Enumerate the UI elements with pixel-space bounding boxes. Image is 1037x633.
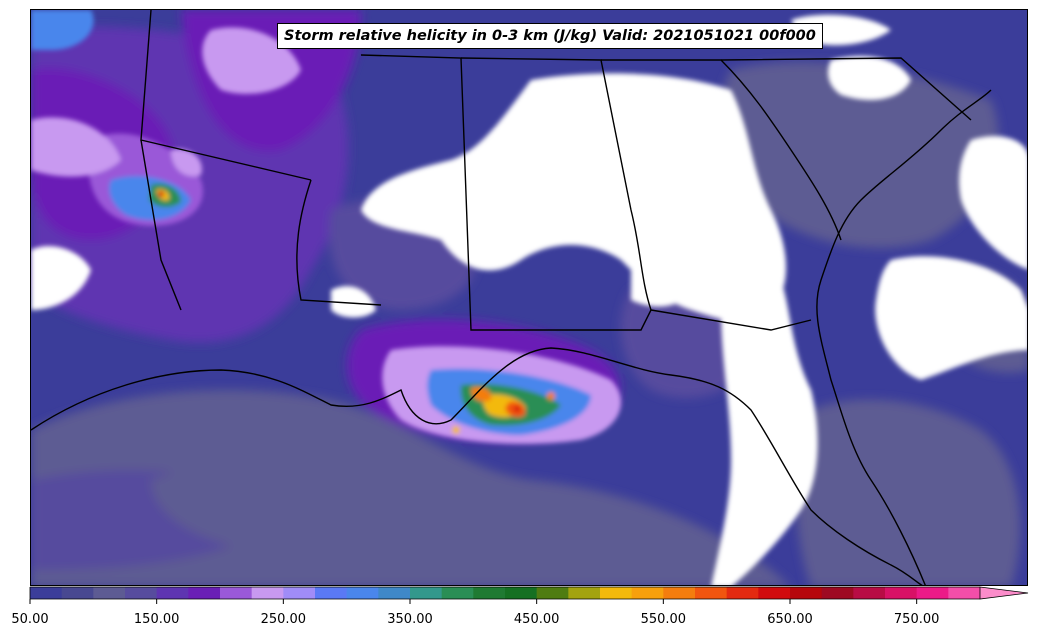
colorbar-tick-label: 150.00: [133, 612, 180, 627]
colorbar-segment: [251, 587, 284, 599]
colorbar-segment: [758, 587, 791, 599]
colorbar-segment: [600, 587, 633, 599]
colorbar-segment: [853, 587, 886, 599]
colorbar-segment: [156, 587, 189, 599]
state-line-4: [460, 57, 652, 311]
colorbar-segment: [378, 587, 411, 599]
colorbar-tick-label: 750.00: [893, 612, 940, 627]
colorbar-segment: [885, 587, 918, 599]
colorbar-segment: [536, 587, 569, 599]
colorbar-tick-label: 350.00: [387, 612, 433, 627]
colorbar-segment: [505, 587, 538, 599]
boundary-lines: [31, 10, 992, 585]
colorbar-segment: [188, 587, 221, 599]
colorbar-segment: [93, 587, 126, 599]
state-line-6: [650, 309, 812, 331]
state-line-7: [720, 57, 972, 121]
colorbar-segment: [568, 587, 601, 599]
colorbar-segment: [220, 587, 253, 599]
colorbar-tick-label: 450.00: [513, 612, 560, 627]
colorbar-segment: [663, 587, 696, 599]
helicity-cores-north: [31, 10, 301, 226]
colorbar-segment: [441, 587, 474, 599]
colorbar-segment: [948, 587, 981, 599]
colorbar-segment: [61, 587, 94, 599]
colorbar-segment: [916, 587, 949, 599]
atlantic-coastline: [816, 89, 992, 585]
map-frame: Storm relative helicity in 0-3 km (J/kg)…: [30, 9, 1028, 586]
colorbar-segment: [790, 587, 823, 599]
colorbar-segment: [473, 587, 506, 599]
helicity-map: [31, 10, 1027, 585]
colorbar-segment: [821, 587, 854, 599]
state-line-3: [360, 54, 652, 331]
gulf-coastline: [31, 347, 923, 585]
state-line-5: [601, 59, 842, 241]
state-line-2: [296, 179, 382, 306]
colorbar-segment: [30, 587, 63, 599]
colorbar-segment: [631, 587, 664, 599]
below-threshold-areas: [31, 14, 1027, 585]
colorbar-outline: [29, 586, 980, 600]
colorbar-segment: [695, 587, 728, 599]
colorbar-segment: [125, 587, 158, 599]
colorbar-segment: [410, 587, 443, 599]
state-line-8: [140, 139, 182, 311]
colorbar-segment: [726, 587, 759, 599]
helicity-cores-gulf: [382, 346, 621, 444]
colorbar-tick-label: 250.00: [260, 612, 307, 627]
colorbar-extend-arrow: [979, 586, 1029, 600]
colorbar-tick-label: 550.00: [640, 612, 687, 627]
colorbar-segment: [283, 587, 316, 599]
colorbar-tick-label: 650.00: [767, 612, 813, 627]
colorbar-segment: [346, 587, 379, 599]
colorbar-segment: [315, 587, 348, 599]
map-title: Storm relative helicity in 0-3 km (J/kg)…: [277, 23, 823, 49]
colorbar: [29, 586, 1029, 604]
colorbar-tick-label: 50.00: [11, 612, 49, 627]
